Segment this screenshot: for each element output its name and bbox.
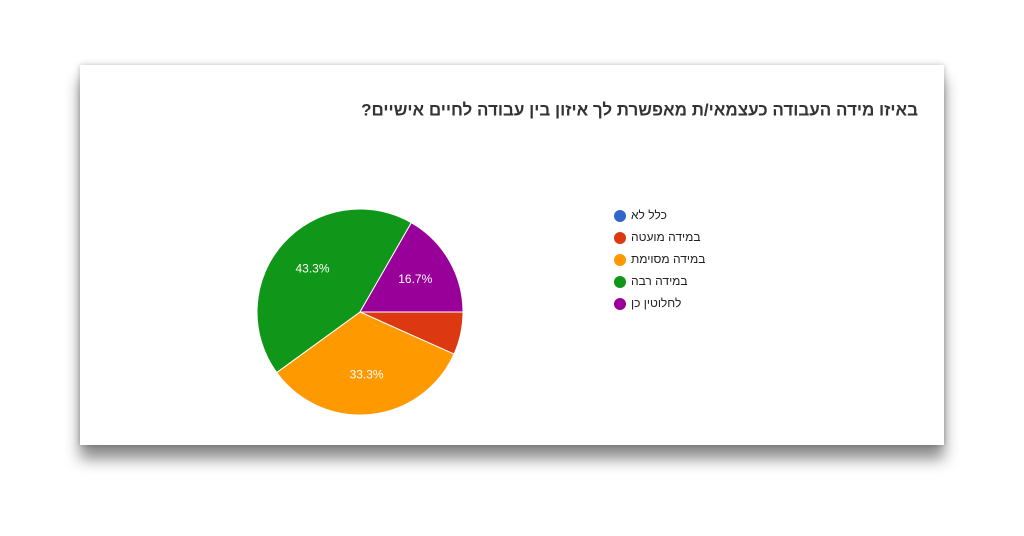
legend-label: במידה מסוימת bbox=[631, 252, 705, 266]
pie-slice bbox=[275, 311, 455, 416]
slice-label: 33.3% bbox=[350, 368, 384, 382]
legend-marker bbox=[614, 276, 626, 288]
legend-marker bbox=[614, 254, 626, 266]
legend-label: לחלוטין כן bbox=[631, 296, 681, 310]
legend-label: במידה רבה bbox=[631, 274, 688, 288]
legend-label: כלל לא bbox=[631, 208, 667, 222]
legend-marker bbox=[614, 210, 626, 222]
pie-slice bbox=[256, 208, 412, 374]
legend-marker bbox=[614, 298, 626, 310]
chart-title: באיזו מידה העבודה כעצמאי/ת מאפשרת לך איז… bbox=[361, 100, 918, 119]
slice-label: 43.3% bbox=[295, 261, 329, 275]
legend-marker bbox=[614, 232, 626, 244]
legend-label: במידה מועטה bbox=[631, 230, 701, 244]
pie-slice bbox=[359, 222, 464, 313]
card bbox=[80, 65, 944, 445]
slice-label: 16.7% bbox=[398, 272, 432, 286]
